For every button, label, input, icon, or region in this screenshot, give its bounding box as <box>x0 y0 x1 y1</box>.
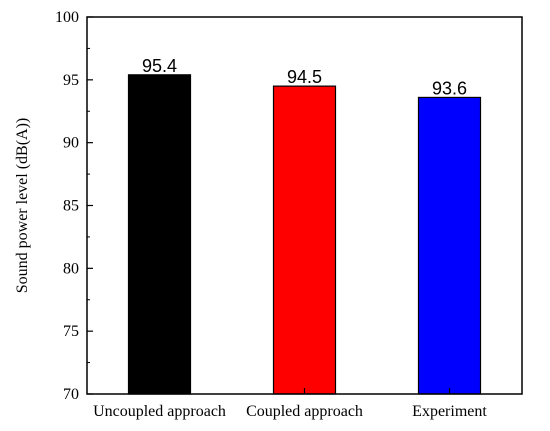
y-axis-ticks: 70 75 80 85 90 95 100 <box>55 9 93 403</box>
y-tick-label: 95 <box>63 72 79 89</box>
bar <box>127 74 192 395</box>
bar-value-label: 95.4 <box>142 56 177 76</box>
bar-value-label: 93.6 <box>432 78 467 98</box>
x-tick-label: Coupled approach <box>246 403 363 420</box>
y-tick-label: 100 <box>55 9 79 26</box>
bar <box>272 85 337 395</box>
y-tick-label: 90 <box>63 135 79 152</box>
x-tick-label: Uncoupled approach <box>93 403 226 420</box>
y-tick-label: 80 <box>63 260 79 277</box>
y-tick-label: 70 <box>63 386 79 403</box>
plot-frame <box>86 16 523 395</box>
y-tick-label: 75 <box>63 323 79 340</box>
x-tick-label: Experiment <box>412 403 487 420</box>
data-labels-layer: 95.4 94.5 93.6 <box>142 56 467 99</box>
y-axis-title: Sound power level (dB(A)) <box>14 118 31 294</box>
bar-value-label: 94.5 <box>287 67 322 87</box>
x-axis-ticks: Uncoupled approach Coupled approach Experi… <box>93 388 487 420</box>
bars-layer <box>127 74 482 395</box>
bar <box>417 96 482 395</box>
y-tick-label: 85 <box>63 198 79 215</box>
